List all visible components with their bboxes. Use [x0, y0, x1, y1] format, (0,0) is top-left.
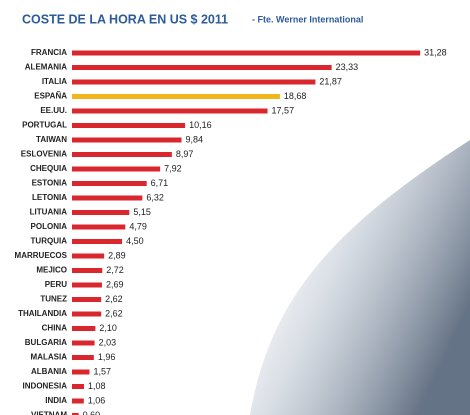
bar [72, 398, 84, 404]
category-label: PERU [45, 280, 67, 289]
value-label: 6,71 [151, 178, 169, 188]
chart-source: - Fte. Werner International [252, 14, 363, 24]
category-label: INDIA [45, 396, 67, 405]
value-label: 10,16 [189, 120, 212, 130]
bar [72, 137, 182, 143]
bar [72, 413, 79, 415]
bar [72, 384, 85, 389]
value-label: 18,68 [284, 91, 307, 101]
category-label: ITALIA [42, 77, 67, 86]
category-label: ESTONIA [32, 179, 68, 188]
bar [72, 94, 280, 99]
bar [72, 123, 186, 128]
value-label: 0,60 [83, 410, 101, 415]
value-label: 31,28 [424, 47, 447, 57]
category-label: CHINA [42, 324, 68, 333]
bar [72, 50, 421, 56]
category-label: ESLOVENIA [21, 150, 67, 159]
bar [72, 166, 161, 172]
category-label: LITUANIA [30, 208, 68, 217]
value-label: 2,03 [99, 337, 117, 347]
category-label: EE.UU. [40, 106, 67, 115]
category-label: ESPAÑA [34, 92, 67, 101]
category-label: MALASIA [31, 353, 68, 362]
value-label: 2,62 [105, 294, 123, 304]
bar [72, 65, 332, 70]
value-label: 4,79 [129, 221, 147, 231]
category-label: LETONIA [32, 193, 67, 202]
category-label: BULGARIA [25, 338, 67, 347]
bar [72, 253, 105, 259]
value-label: 2,89 [108, 250, 126, 260]
category-label: INDONESIA [23, 382, 68, 391]
category-label: ALEMANIA [25, 63, 67, 72]
value-label: 1,08 [88, 381, 106, 391]
bar [72, 195, 143, 201]
bar [72, 210, 130, 215]
bar [72, 79, 316, 85]
bar [72, 340, 95, 346]
category-label: TAIWAN [36, 135, 67, 144]
value-label: 6,32 [146, 192, 164, 202]
value-label: 5,15 [133, 207, 151, 217]
bar [72, 326, 96, 331]
value-label: 2,69 [106, 279, 124, 289]
value-label: 4,50 [126, 236, 144, 246]
value-label: 8,97 [176, 149, 194, 159]
category-label: THAILANDIA [18, 309, 67, 318]
category-label: MEJICO [36, 266, 67, 275]
value-label: 1,57 [93, 366, 111, 376]
category-label: CHEQUIA [30, 164, 67, 173]
value-label: 17,57 [272, 105, 295, 115]
category-label: TURQUIA [31, 237, 68, 246]
bar [72, 355, 94, 360]
category-label: VIETNAM [31, 411, 67, 415]
chart-title: COSTE DE LA HORA EN US $ 2011 [22, 12, 228, 26]
bar [72, 369, 90, 375]
bar [72, 311, 102, 317]
bar [72, 282, 102, 288]
value-label: 2,62 [105, 308, 123, 318]
value-label: 2,72 [106, 265, 124, 275]
value-label: 7,92 [164, 163, 182, 173]
value-label: 2,10 [99, 323, 117, 333]
value-label: 9,84 [186, 134, 204, 144]
category-label: TUNEZ [40, 295, 67, 304]
category-label: ALBANIA [31, 367, 67, 376]
bar [72, 268, 103, 273]
value-label: 21,87 [319, 76, 342, 86]
bar [72, 108, 268, 114]
value-label: 1,06 [88, 395, 106, 405]
value-label: 1,96 [98, 352, 116, 362]
bar [72, 181, 147, 186]
background-image [250, 140, 470, 415]
bar [72, 152, 172, 157]
category-label: PORTUGAL [22, 121, 67, 130]
bar [72, 239, 123, 244]
value-label: 23,33 [336, 62, 359, 72]
category-label: POLONIA [31, 222, 68, 231]
bar [72, 224, 126, 230]
category-label: MARRUECOS [15, 251, 68, 260]
bar [72, 297, 102, 302]
category-label: FRANCIA [31, 48, 67, 57]
